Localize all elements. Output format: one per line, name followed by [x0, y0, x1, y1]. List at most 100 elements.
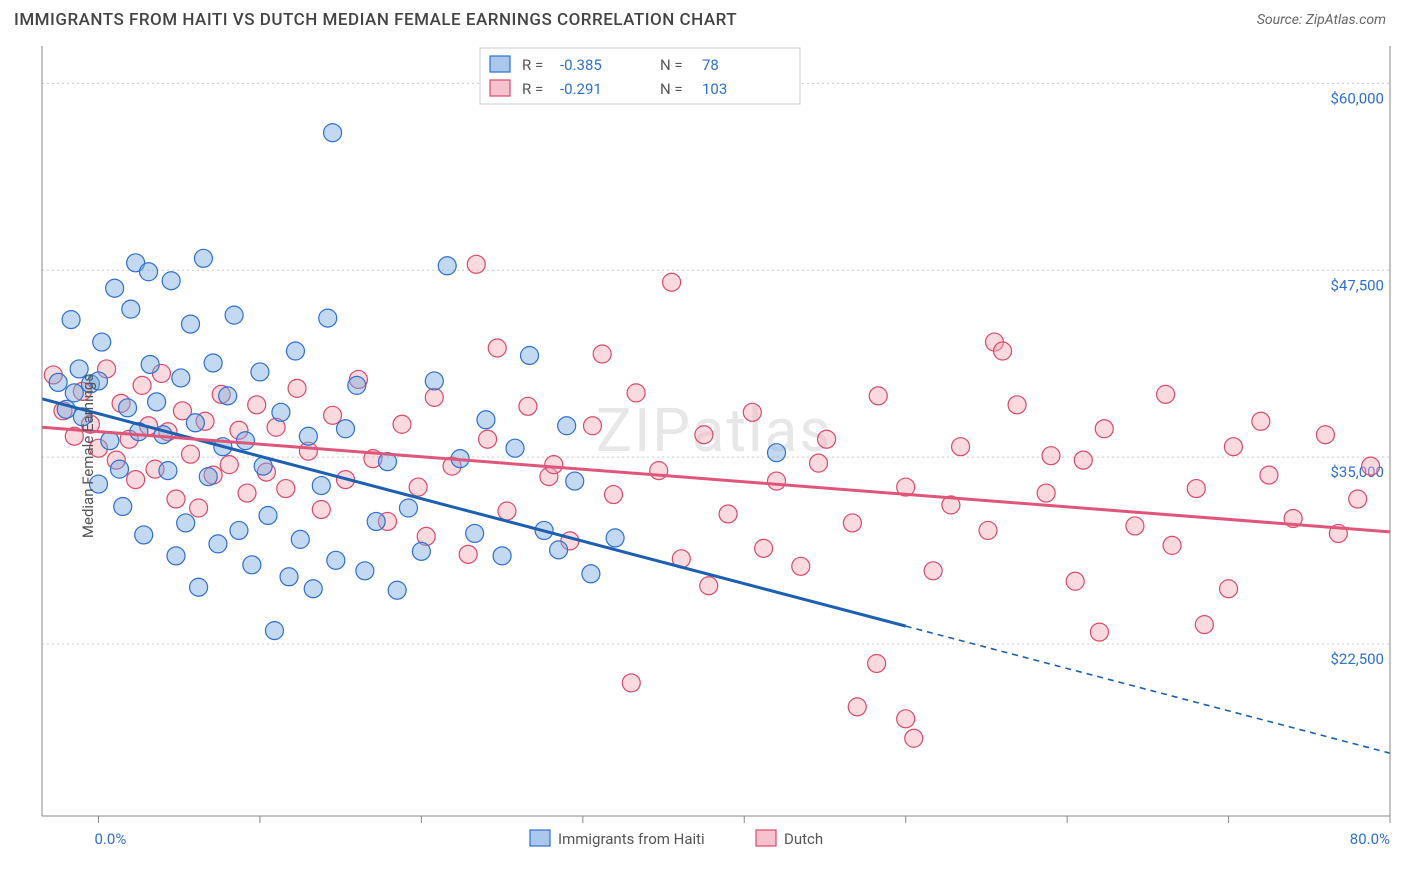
scatter-point — [135, 526, 153, 544]
scatter-point — [545, 456, 563, 474]
scatter-point — [265, 622, 283, 640]
scatter-point — [582, 565, 600, 583]
scatter-point — [49, 373, 67, 391]
scatter-point — [140, 263, 158, 281]
scatter-point — [1157, 385, 1175, 403]
scatter-point — [663, 273, 681, 291]
scatter-point — [327, 551, 345, 569]
scatter-point — [337, 420, 355, 438]
scatter-point — [219, 387, 237, 405]
scatter-point — [162, 272, 180, 290]
scatter-point — [286, 342, 304, 360]
scatter-point — [194, 249, 212, 267]
scatter-point — [209, 535, 227, 553]
scatter-point — [425, 372, 443, 390]
legend-series-label: Immigrants from Haiti — [558, 830, 705, 848]
legend-swatch — [490, 56, 510, 72]
scatter-point — [186, 414, 204, 432]
scatter-point — [230, 521, 248, 539]
scatter-point — [167, 547, 185, 565]
scatter-point — [566, 472, 584, 490]
scatter-point — [277, 480, 295, 498]
scatter-point — [493, 547, 511, 565]
legend-n-label: N = — [660, 56, 683, 74]
scatter-point — [399, 499, 417, 517]
scatter-point — [259, 506, 277, 524]
scatter-point — [319, 309, 337, 327]
scatter-point — [868, 654, 886, 672]
correlation-scatter-chart: $22,500$35,000$47,500$60,000ZIPatlas0.0%… — [0, 36, 1406, 876]
chart-source: Source: ZipAtlas.com — [1257, 12, 1386, 28]
scatter-point — [593, 345, 611, 363]
scatter-point — [1066, 572, 1084, 590]
scatter-point — [1090, 623, 1108, 641]
scatter-point — [952, 438, 970, 456]
scatter-point — [238, 484, 256, 502]
scatter-point — [1008, 396, 1026, 414]
scatter-point — [356, 562, 374, 580]
scatter-point — [148, 393, 166, 411]
scatter-point — [412, 542, 430, 560]
legend-n-value: 103 — [702, 80, 727, 98]
legend-r-value: -0.385 — [560, 56, 602, 74]
y-axis-label: Median Female Earnings — [79, 374, 97, 538]
scatter-point — [1126, 517, 1144, 535]
scatter-point — [291, 530, 309, 548]
scatter-point — [127, 471, 145, 489]
scatter-point — [498, 502, 516, 520]
scatter-point — [324, 406, 342, 424]
scatter-point — [248, 396, 266, 414]
legend-n-value: 78 — [702, 56, 719, 74]
scatter-point — [367, 512, 385, 530]
scatter-point — [324, 124, 342, 142]
legend-swatch — [490, 80, 510, 96]
y-tick-label: $22,500 — [1330, 650, 1384, 668]
scatter-point — [519, 397, 537, 415]
scatter-point — [438, 257, 456, 275]
scatter-point — [606, 529, 624, 547]
scatter-point — [467, 255, 485, 273]
scatter-point — [584, 417, 602, 435]
scatter-point — [312, 500, 330, 518]
scatter-point — [348, 376, 366, 394]
scatter-point — [488, 339, 506, 357]
scatter-point — [172, 369, 190, 387]
scatter-point — [409, 478, 427, 496]
scatter-point — [743, 403, 761, 421]
scatter-point — [133, 376, 151, 394]
scatter-point — [869, 387, 887, 405]
scatter-point — [177, 514, 195, 532]
scatter-point — [119, 399, 137, 417]
scatter-point — [700, 577, 718, 595]
scatter-point — [792, 557, 810, 575]
scatter-point — [810, 454, 828, 472]
scatter-point — [190, 578, 208, 596]
scatter-point — [236, 432, 254, 450]
scatter-point — [106, 279, 124, 297]
scatter-point — [93, 333, 111, 351]
legend-r-label: R = — [522, 56, 543, 74]
scatter-point — [204, 354, 222, 372]
scatter-point — [122, 300, 140, 318]
scatter-point — [459, 545, 477, 563]
scatter-point — [251, 363, 269, 381]
scatter-point — [304, 580, 322, 598]
y-tick-label: $60,000 — [1330, 89, 1384, 107]
scatter-point — [818, 430, 836, 448]
scatter-point — [141, 355, 159, 373]
legend-n-label: N = — [660, 80, 683, 98]
scatter-point — [1037, 484, 1055, 502]
scatter-point — [924, 562, 942, 580]
scatter-point — [979, 521, 997, 539]
scatter-point — [1349, 490, 1367, 508]
scatter-point — [272, 403, 290, 421]
trend-line-haiti-ext — [906, 626, 1390, 753]
scatter-point — [199, 468, 217, 486]
scatter-point — [1260, 466, 1278, 484]
scatter-point — [1362, 457, 1380, 475]
scatter-point — [1195, 616, 1213, 634]
scatter-point — [558, 417, 576, 435]
scatter-point — [1042, 447, 1060, 465]
scatter-point — [167, 490, 185, 508]
scatter-point — [1095, 420, 1113, 438]
